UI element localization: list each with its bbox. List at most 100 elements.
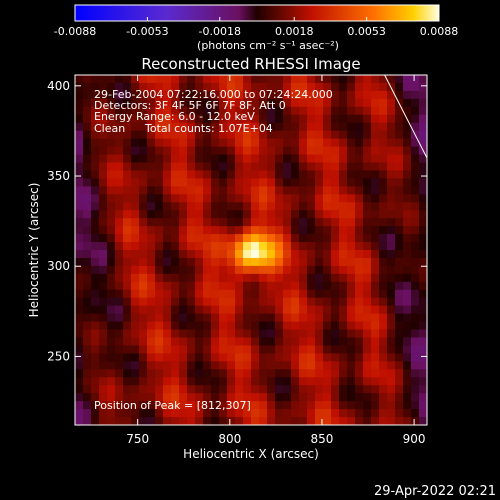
heatmap-cell [259, 273, 268, 283]
heatmap-cell [107, 329, 116, 339]
heatmap-cell [131, 194, 140, 203]
heatmap-cell [123, 202, 132, 211]
heatmap-cell [211, 82, 220, 92]
heatmap-cell [315, 337, 324, 347]
heatmap-cell [187, 417, 196, 425]
heatmap-cell [251, 162, 260, 172]
heatmap-cell [171, 218, 180, 227]
heatmap-cell [203, 329, 212, 339]
heatmap-cell [187, 393, 196, 402]
heatmap-cell [307, 313, 316, 323]
heatmap-cell [179, 297, 188, 307]
heatmap-cell [371, 234, 380, 243]
annotation-energy: Energy Range: 6.0 - 12.0 keV [94, 110, 255, 123]
heatmap-cell [147, 218, 156, 227]
heatmap-cell [395, 313, 404, 323]
heatmap-cell [123, 146, 132, 156]
heatmap-cell [387, 305, 396, 315]
heatmap-cell [243, 369, 252, 378]
heatmap-cell [99, 146, 108, 156]
heatmap-cell [315, 417, 324, 425]
heatmap-cell [411, 202, 420, 211]
heatmap-cell [163, 305, 172, 315]
heatmap-cell [123, 385, 132, 394]
heatmap-cell [139, 98, 148, 108]
heatmap-cell [203, 417, 212, 425]
heatmap-cell [251, 289, 260, 299]
heatmap-cell [131, 345, 140, 354]
heatmap-cell [219, 226, 228, 235]
heatmap-cell [131, 361, 140, 370]
heatmap-cell [411, 345, 420, 354]
heatmap-cell [195, 242, 204, 251]
heatmap-cell [171, 393, 180, 402]
heatmap-cell [267, 194, 276, 203]
heatmap-cell [83, 162, 92, 172]
heatmap-cell [411, 138, 420, 148]
heatmap-cell [403, 90, 412, 100]
heatmap-cell [179, 75, 188, 84]
heatmap-cell [251, 146, 260, 156]
heatmap-cell [307, 361, 316, 370]
heatmap-cell [267, 313, 276, 323]
heatmap-cell [211, 122, 220, 132]
heatmap-cell [315, 226, 324, 235]
heatmap-cell [259, 130, 268, 140]
heatmap-cell [387, 361, 396, 370]
heatmap-cell [411, 146, 420, 156]
heatmap-cell [331, 417, 340, 425]
heatmap-cell [107, 393, 116, 402]
heatmap-cell [243, 377, 252, 386]
heatmap-cell [331, 218, 340, 227]
heatmap-cell [75, 273, 84, 283]
heatmap-cell [395, 90, 404, 100]
heatmap-cell [83, 146, 92, 156]
heatmap-cell [211, 130, 220, 140]
heatmap-cell [179, 194, 188, 203]
heatmap-cell [123, 194, 132, 203]
heatmap-cell [315, 377, 324, 386]
heatmap-cell [283, 146, 292, 156]
heatmap-cell [219, 305, 228, 315]
heatmap-cell [275, 305, 284, 315]
heatmap-cell [107, 242, 116, 251]
heatmap-cell [283, 242, 292, 251]
heatmap-cell [203, 114, 212, 124]
heatmap-cell [403, 234, 412, 243]
heatmap-cell [251, 226, 260, 235]
heatmap-cell [403, 130, 412, 140]
heatmap-cell [179, 265, 188, 275]
heatmap-cell [339, 226, 348, 235]
heatmap-cell [339, 305, 348, 315]
heatmap-cell [411, 226, 420, 235]
heatmap-cell [283, 353, 292, 362]
heatmap-cell [419, 202, 427, 211]
heatmap-cell [99, 393, 108, 402]
heatmap-cell [83, 226, 92, 235]
heatmap-cell [291, 273, 300, 283]
heatmap-cell [355, 98, 364, 108]
heatmap-cell [131, 186, 140, 195]
heatmap-cell [235, 218, 244, 227]
heatmap-cell [163, 273, 172, 283]
heatmap-cell [283, 281, 292, 291]
heatmap-cell [163, 361, 172, 370]
heatmap-cell [387, 345, 396, 354]
heatmap-cell [195, 114, 204, 124]
heatmap-cell [179, 257, 188, 267]
heatmap-cell [283, 90, 292, 100]
heatmap-cell [275, 369, 284, 378]
heatmap-cell [291, 369, 300, 378]
heatmap-cell [163, 106, 172, 116]
heatmap-cell [91, 186, 100, 195]
heatmap-cell [387, 234, 396, 243]
heatmap-cell [75, 321, 84, 331]
heatmap-cell [387, 409, 396, 418]
heatmap-cell [315, 75, 324, 84]
heatmap-cell [395, 82, 404, 92]
heatmap-cell [147, 114, 156, 124]
heatmap-cell [99, 210, 108, 219]
heatmap-cell [331, 170, 340, 179]
heatmap-cell [91, 409, 100, 418]
heatmap-cell [299, 234, 308, 243]
